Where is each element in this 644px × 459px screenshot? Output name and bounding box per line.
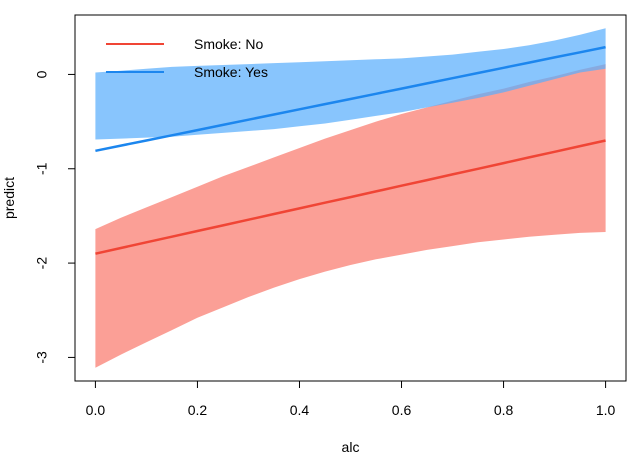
confidence-band-smoke-no bbox=[95, 64, 606, 368]
y-tick-label: -2 bbox=[34, 257, 50, 270]
legend-label-smoke-yes: Smoke: Yes bbox=[194, 64, 268, 80]
x-tick-label: 1.0 bbox=[596, 402, 616, 418]
x-tick-label: 0.0 bbox=[86, 402, 106, 418]
confidence-bands bbox=[95, 28, 606, 368]
x-tick-label: 0.4 bbox=[290, 402, 310, 418]
y-axis-label: predict bbox=[1, 177, 17, 219]
legend: Smoke: No Smoke: Yes bbox=[106, 36, 268, 80]
axes: 0.0 0.2 0.4 0.6 0.8 1.0 0 -1 -2 -3 bbox=[34, 70, 616, 418]
confidence-band-smoke-yes bbox=[95, 28, 606, 140]
y-tick-label: 0 bbox=[34, 70, 50, 78]
fit-line-smoke-no bbox=[95, 139, 606, 255]
x-tick-label: 0.8 bbox=[494, 402, 514, 418]
x-tick-label: 0.2 bbox=[188, 402, 208, 418]
legend-label-smoke-no: Smoke: No bbox=[194, 36, 263, 52]
fit-lines bbox=[95, 45, 606, 255]
y-tick-label: -1 bbox=[34, 162, 50, 175]
x-axis-label: alc bbox=[342, 439, 360, 455]
x-tick-label: 0.6 bbox=[392, 402, 412, 418]
fit-line-smoke-yes bbox=[95, 45, 606, 153]
y-tick-label: -3 bbox=[34, 351, 50, 364]
